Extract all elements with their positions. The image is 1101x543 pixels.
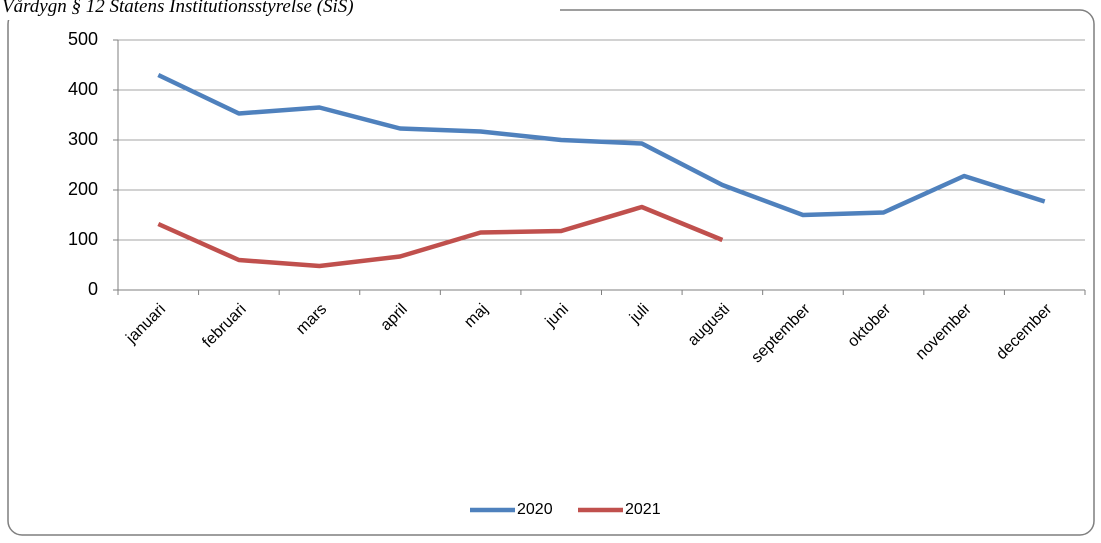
y-tick-label: 400 [68, 79, 98, 99]
data-line [157, 72, 1046, 218]
y-tick-label: 100 [68, 229, 98, 249]
legend-label: 2020 [517, 501, 553, 518]
chart-border [7, 9, 1095, 536]
data-line [157, 204, 724, 269]
title-backdrop [0, 0, 560, 20]
y-tick-label: 200 [68, 179, 98, 199]
legend-label: 2021 [625, 501, 661, 518]
y-tick-label: 300 [68, 129, 98, 149]
chart-title: Vårdygn § 12 Statens Institutionsstyrels… [2, 0, 354, 17]
y-tick-label: 500 [68, 29, 98, 49]
y-tick-label: 0 [88, 279, 98, 299]
